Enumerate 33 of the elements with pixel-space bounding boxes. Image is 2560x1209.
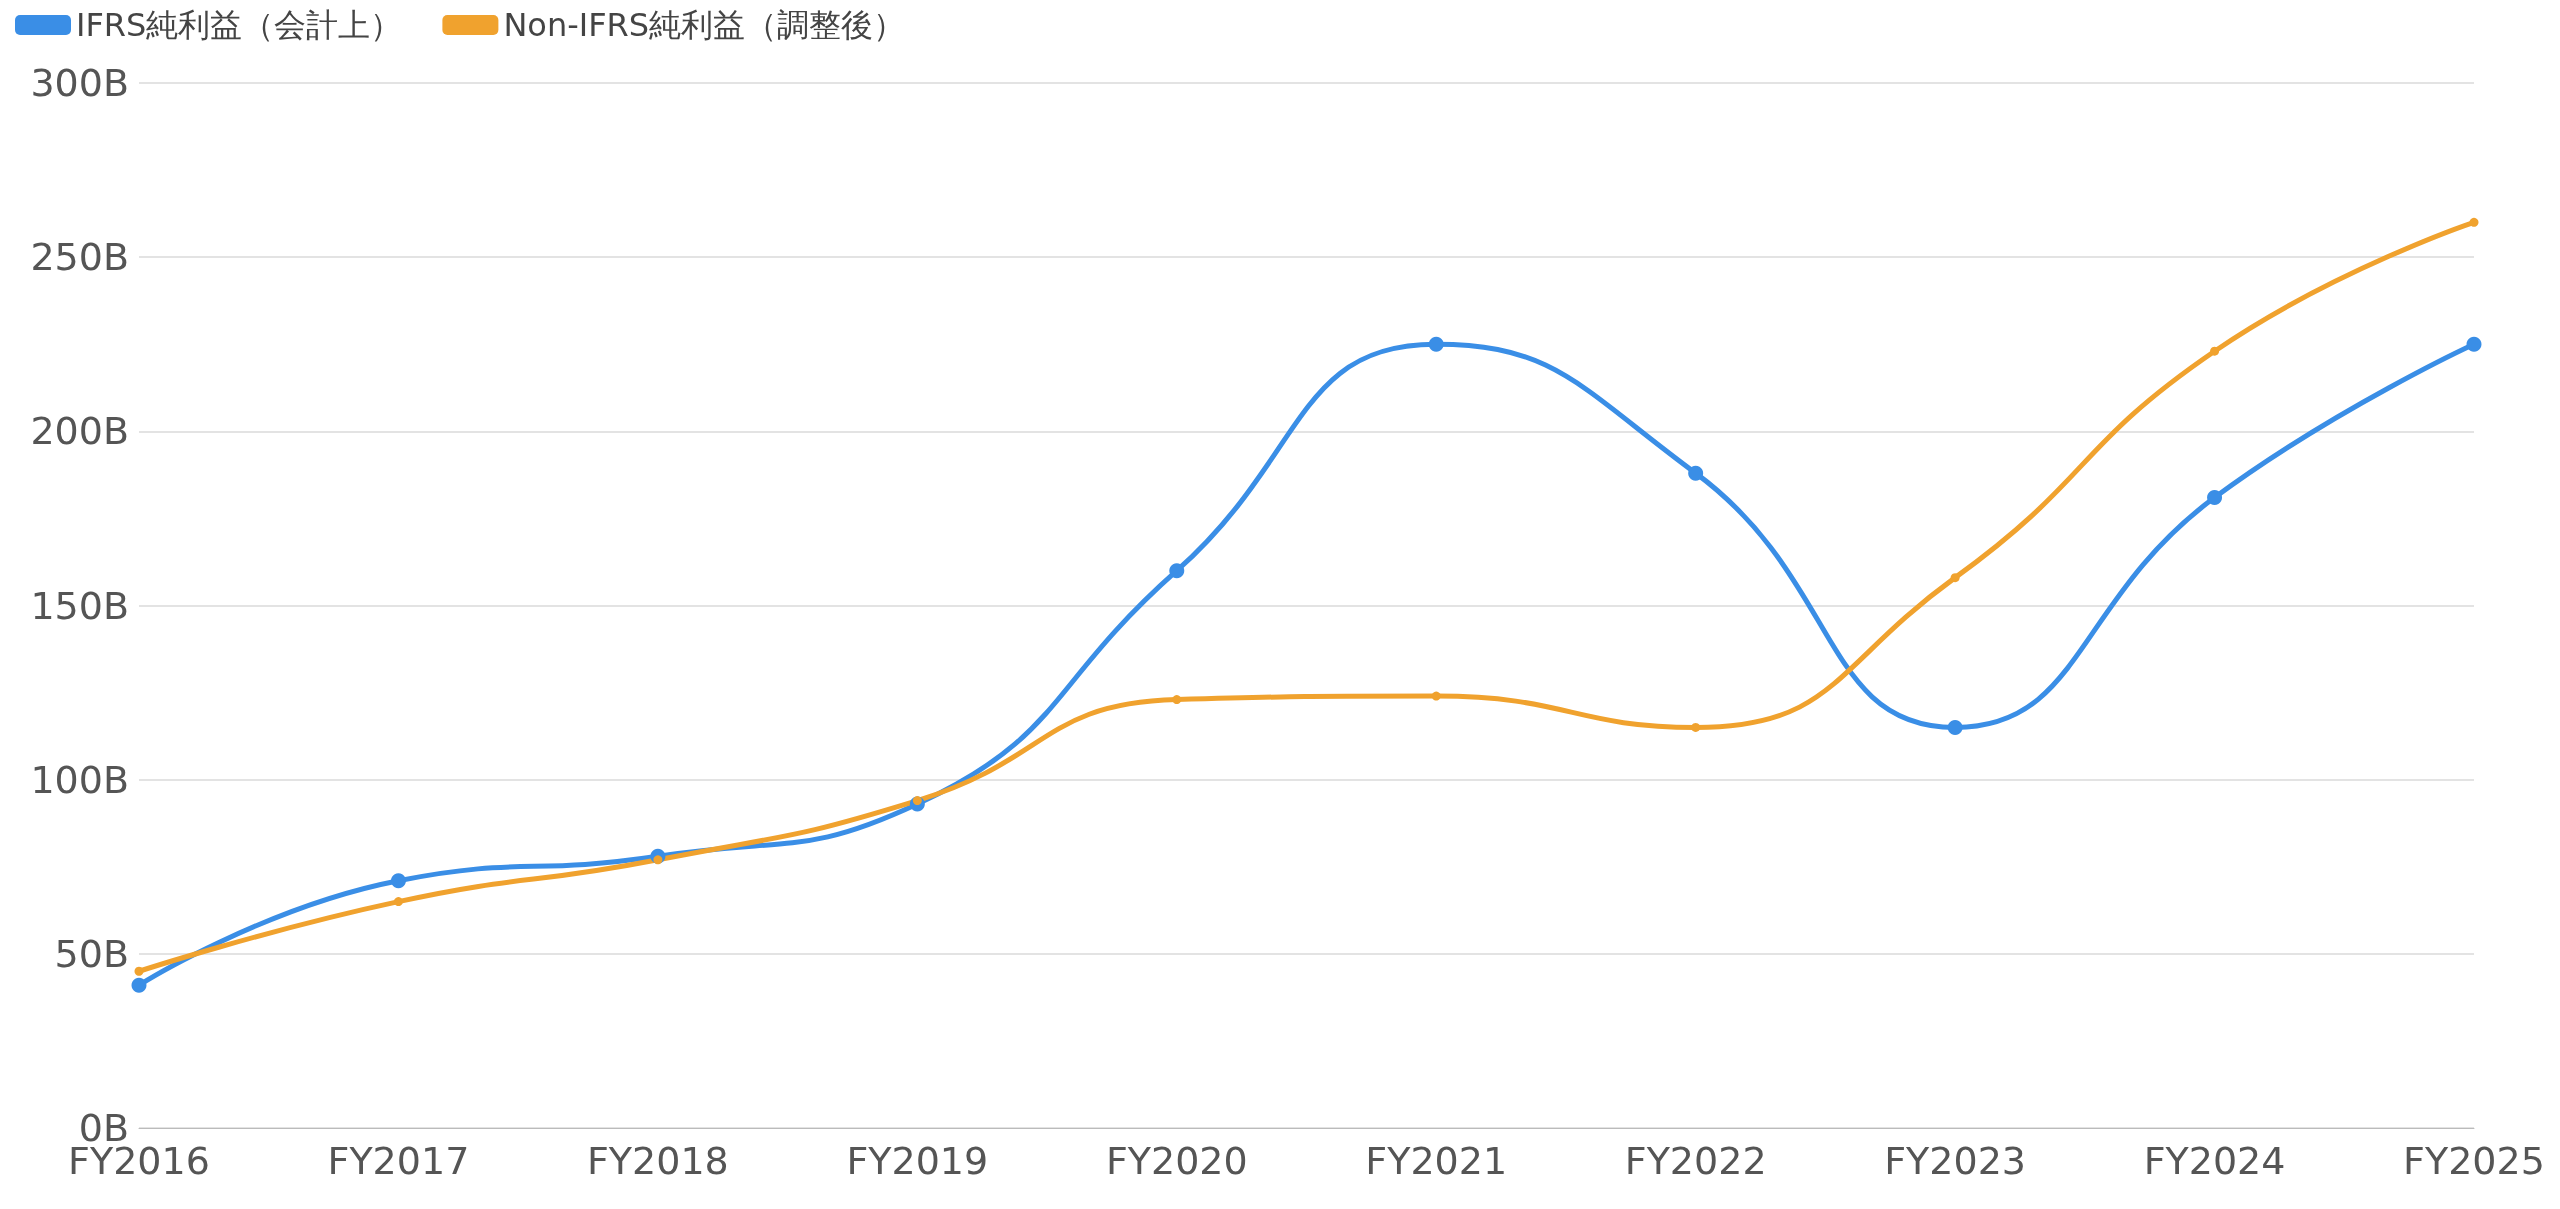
point <box>1172 695 1182 705</box>
point <box>390 873 406 889</box>
point <box>134 966 144 976</box>
x-tick-label: FY2017 <box>327 1139 470 1183</box>
point <box>1428 336 1444 352</box>
point <box>2207 490 2223 506</box>
x-tick-label: FY2023 <box>1884 1139 2026 1183</box>
legend-label: Non-IFRS純利益（調整後） <box>503 6 906 44</box>
x-tick-label: FY2019 <box>846 1139 989 1183</box>
point <box>1431 691 1441 701</box>
x-tick-label: FY2020 <box>1105 1139 1248 1183</box>
point <box>131 977 147 993</box>
x-tick-label: FY2021 <box>1365 1139 1508 1183</box>
point <box>2469 217 2479 227</box>
y-tick-label: 250B <box>30 235 129 280</box>
x-tick-label: FY2022 <box>1624 1139 1767 1183</box>
point <box>1688 465 1704 481</box>
y-tick-label: 300B <box>30 61 129 105</box>
point <box>393 897 403 907</box>
point <box>2210 346 2220 356</box>
y-tick-label: 100B <box>30 757 129 802</box>
legend-label: IFRS純利益（会計上） <box>76 6 403 44</box>
x-tick-label: FY2024 <box>2143 1139 2286 1183</box>
x-tick-label: FY2025 <box>2403 1139 2545 1183</box>
point <box>2466 336 2482 352</box>
point <box>1691 722 1701 732</box>
y-tick-label: 200B <box>30 409 129 454</box>
x-tick-label: FY2018 <box>587 1139 729 1183</box>
point <box>1169 563 1185 579</box>
y-tick-label: 50B <box>54 931 129 976</box>
y-tick-label: 150B <box>30 583 129 628</box>
point <box>1950 573 1960 583</box>
point <box>1947 719 1963 735</box>
